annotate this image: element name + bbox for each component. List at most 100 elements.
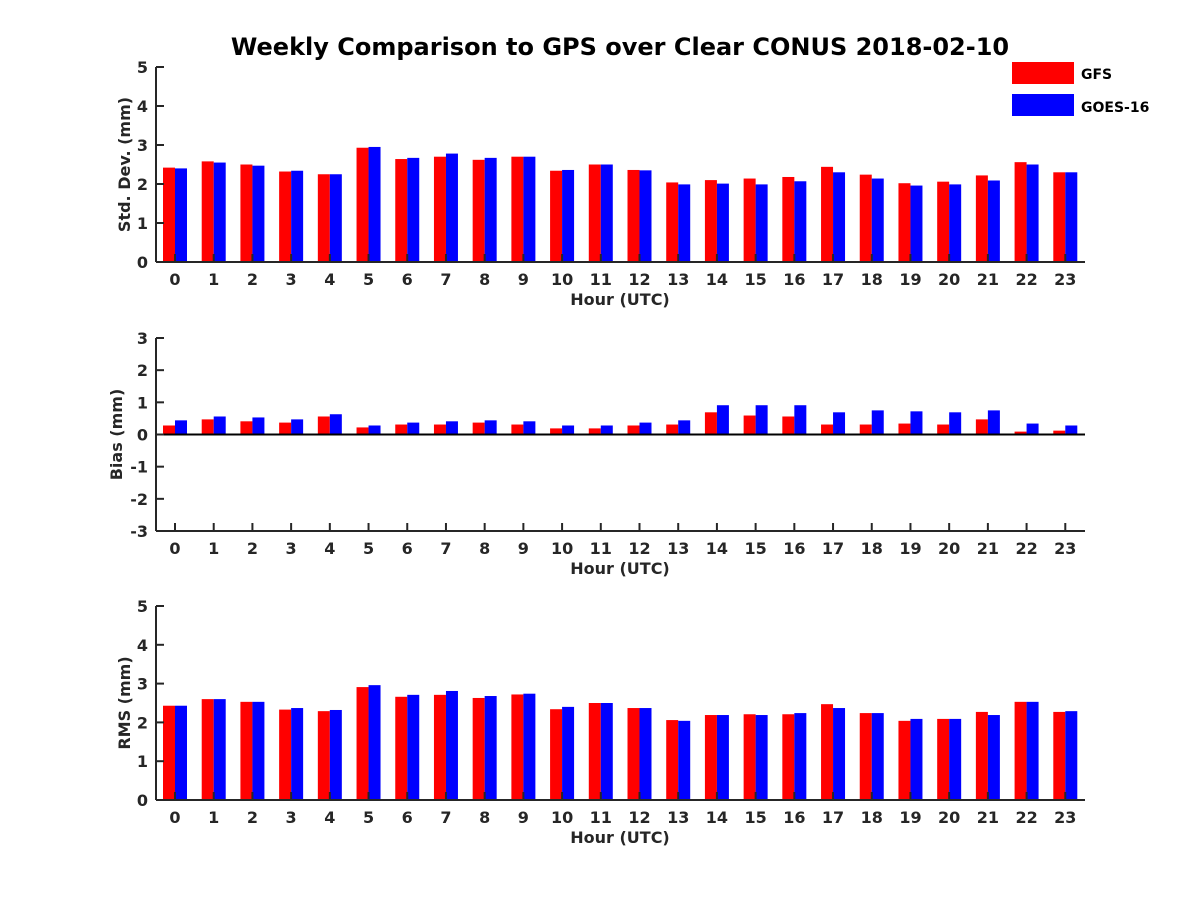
- bar-std-dev-goes16-7: [445, 153, 458, 262]
- bar-bias-goes16-20: [949, 412, 962, 435]
- bar-bias-gfs-0: [163, 425, 175, 435]
- y-tick-label-bias: 1: [137, 393, 148, 412]
- bar-bias-gfs-13: [666, 424, 679, 435]
- bar-rms-gfs-21: [975, 711, 988, 800]
- bar-rms-gfs-9: [511, 694, 524, 800]
- bar-rms-gfs-14: [704, 715, 717, 800]
- bar-std-dev-goes16-17: [833, 172, 846, 262]
- bar-std-dev-goes16-6: [407, 157, 420, 262]
- bar-rms-goes16-2: [252, 701, 265, 800]
- bar-bias-gfs-14: [704, 412, 717, 435]
- x-tick-label-rms: 6: [402, 808, 413, 827]
- x-tick-label-std-dev: 13: [667, 270, 689, 289]
- bar-bias-goes16-9: [523, 421, 536, 435]
- bar-rms-gfs-2: [240, 701, 253, 800]
- bar-std-dev-gfs-12: [627, 169, 640, 262]
- x-tick-label-bias: 14: [706, 539, 728, 558]
- x-tick-label-bias: 15: [744, 539, 766, 558]
- x-tick-label-std-dev: 12: [628, 270, 650, 289]
- bar-bias-goes16-1: [213, 416, 226, 435]
- x-tick-label-rms: 5: [363, 808, 374, 827]
- y-tick-label-bias: 2: [137, 361, 148, 380]
- bar-bias-goes16-5: [368, 425, 381, 435]
- bar-std-dev-gfs-19: [898, 183, 911, 262]
- bar-rms-goes16-13: [678, 720, 691, 800]
- bar-bias-gfs-9: [511, 424, 524, 435]
- bar-rms-goes16-19: [910, 718, 923, 800]
- x-tick-label-std-dev: 0: [169, 270, 180, 289]
- x-tick-label-bias: 21: [977, 539, 999, 558]
- x-tick-label-rms: 22: [1015, 808, 1037, 827]
- bar-std-dev-goes16-15: [755, 184, 768, 262]
- bar-std-dev-goes16-12: [639, 170, 652, 262]
- bar-bias-gfs-16: [782, 416, 795, 435]
- legend-label-gfs: GFS: [1081, 67, 1112, 83]
- y-axis-label-std-dev: Std. Dev. (mm): [115, 97, 134, 232]
- legend: GFS GOES-16: [1012, 62, 1149, 116]
- x-tick-label-rms: 19: [899, 808, 921, 827]
- legend-swatch-gfs: [1012, 62, 1074, 84]
- bar-bias-goes16-12: [639, 422, 652, 435]
- x-tick-label-std-dev: 18: [861, 270, 883, 289]
- x-tick-label-std-dev: 14: [706, 270, 728, 289]
- bar-std-dev-gfs-0: [163, 167, 175, 262]
- x-tick-label-bias: 0: [169, 539, 180, 558]
- x-tick-label-rms: 2: [247, 808, 258, 827]
- legend-swatch-goes16: [1012, 94, 1074, 116]
- x-tick-label-rms: 9: [518, 808, 529, 827]
- bar-rms-goes16-11: [600, 703, 613, 800]
- bar-bias-goes16-2: [252, 417, 265, 435]
- bar-std-dev-gfs-21: [975, 175, 988, 262]
- bar-std-dev-gfs-7: [433, 156, 446, 262]
- bar-bias-gfs-23: [1053, 430, 1066, 435]
- bar-std-dev-gfs-10: [550, 170, 563, 262]
- bar-std-dev-gfs-20: [937, 181, 950, 262]
- bar-std-dev-goes16-20: [949, 184, 962, 262]
- x-tick-label-bias: 12: [628, 539, 650, 558]
- x-tick-label-std-dev: 7: [440, 270, 451, 289]
- bar-std-dev-gfs-18: [859, 174, 872, 262]
- bar-rms-goes16-14: [716, 715, 729, 800]
- bar-rms-goes16-0: [175, 705, 187, 800]
- bar-std-dev-goes16-4: [329, 174, 342, 262]
- y-tick-label-std-dev: 2: [137, 175, 148, 194]
- bar-std-dev-goes16-10: [562, 169, 575, 262]
- y-tick-label-bias: 3: [137, 329, 148, 348]
- bar-std-dev-gfs-17: [821, 166, 834, 262]
- bar-rms-gfs-8: [472, 697, 485, 800]
- bar-bias-goes16-11: [600, 425, 613, 435]
- bar-rms-goes16-7: [445, 690, 458, 800]
- bar-std-dev-goes16-1: [213, 162, 226, 262]
- x-tick-label-std-dev: 8: [479, 270, 490, 289]
- bar-bias-goes16-0: [175, 420, 187, 435]
- bar-bias-gfs-1: [201, 419, 214, 435]
- bar-rms-gfs-5: [356, 687, 369, 800]
- bar-rms-goes16-5: [368, 685, 381, 800]
- bar-std-dev-goes16-3: [291, 170, 304, 262]
- y-axis-label-rms: RMS (mm): [115, 656, 134, 749]
- x-tick-label-std-dev: 9: [518, 270, 529, 289]
- bar-rms-gfs-18: [859, 713, 872, 800]
- y-tick-label-std-dev: 3: [137, 136, 148, 155]
- y-tick-label-rms: 3: [137, 675, 148, 694]
- bar-bias-goes16-4: [329, 414, 342, 435]
- x-tick-label-rms: 20: [938, 808, 960, 827]
- x-tick-label-bias: 7: [440, 539, 451, 558]
- x-tick-label-rms: 8: [479, 808, 490, 827]
- bar-rms-gfs-13: [666, 720, 679, 800]
- bar-std-dev-gfs-23: [1053, 172, 1066, 262]
- bar-bias-goes16-16: [794, 405, 807, 435]
- x-tick-label-std-dev: 20: [938, 270, 960, 289]
- bar-bias-goes16-8: [484, 420, 497, 435]
- x-tick-label-bias: 13: [667, 539, 689, 558]
- bar-std-dev-goes16-16: [794, 181, 807, 262]
- x-tick-label-rms: 14: [706, 808, 728, 827]
- bar-rms-goes16-8: [484, 696, 497, 800]
- x-tick-label-std-dev: 2: [247, 270, 258, 289]
- bar-std-dev-goes16-19: [910, 185, 923, 262]
- y-tick-label-std-dev: 0: [137, 253, 148, 272]
- bar-bias-gfs-2: [240, 421, 253, 435]
- bar-std-dev-gfs-3: [279, 171, 292, 262]
- bar-bias-goes16-14: [716, 405, 729, 435]
- x-tick-label-bias: 6: [402, 539, 413, 558]
